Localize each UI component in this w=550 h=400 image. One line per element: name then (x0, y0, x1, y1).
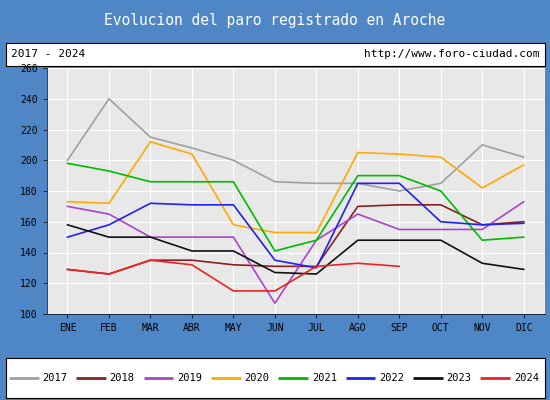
Text: 2019: 2019 (177, 373, 202, 383)
Text: Evolucion del paro registrado en Aroche: Evolucion del paro registrado en Aroche (104, 14, 446, 28)
Text: 2017: 2017 (42, 373, 67, 383)
Text: 2024: 2024 (514, 373, 539, 383)
Text: 2021: 2021 (312, 373, 337, 383)
Text: 2023: 2023 (447, 373, 471, 383)
Text: 2022: 2022 (379, 373, 404, 383)
Text: 2017 - 2024: 2017 - 2024 (11, 49, 85, 59)
Text: 2020: 2020 (244, 373, 270, 383)
Text: 2018: 2018 (109, 373, 135, 383)
Text: http://www.foro-ciudad.com: http://www.foro-ciudad.com (364, 49, 539, 59)
